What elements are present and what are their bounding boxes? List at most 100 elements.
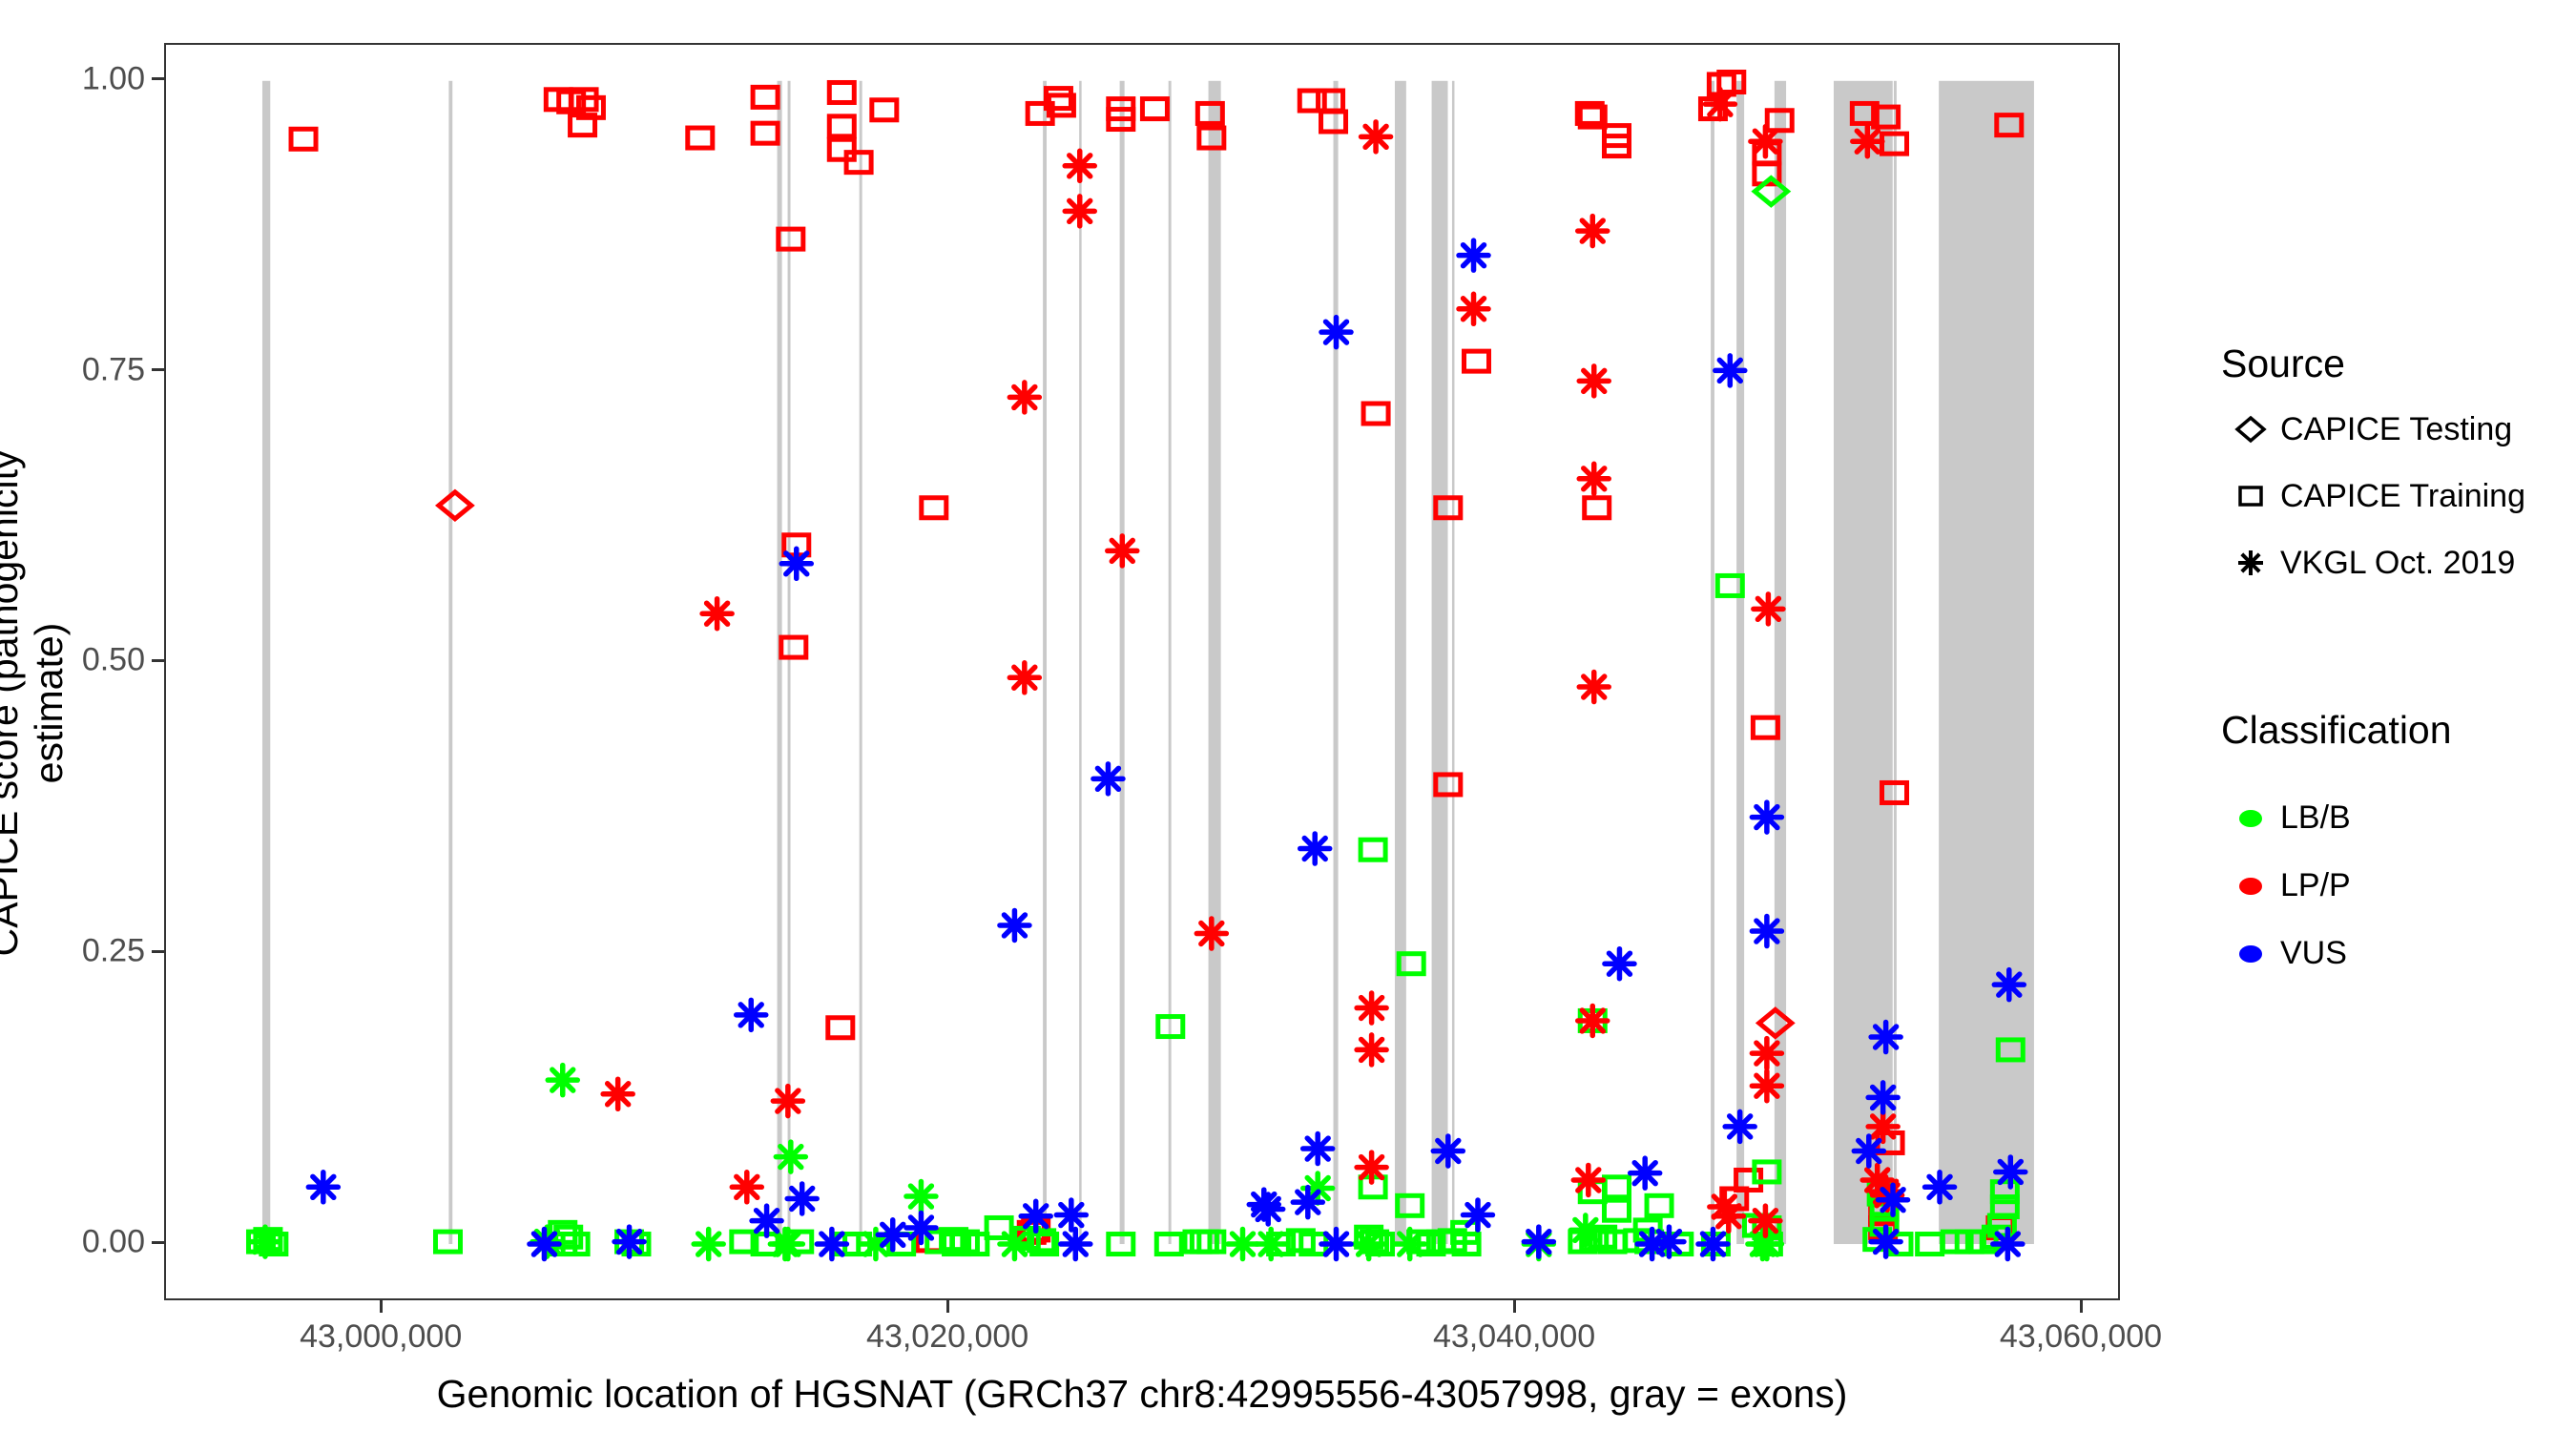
scatter-canvas xyxy=(245,70,2034,1262)
data-point-asterisk xyxy=(1319,1226,1354,1262)
data-point-asterisk xyxy=(1319,314,1354,350)
exon-band xyxy=(1893,80,1897,1245)
legend-item-classification: LB/B xyxy=(2221,784,2351,852)
plot-panel xyxy=(164,43,2120,1300)
legend: Source CAPICE Testing CAPICE Training VKGL… xyxy=(2204,0,2571,1431)
x-tick-label: 43,060,000 xyxy=(1999,1318,2163,1355)
data-point-square xyxy=(1601,134,1631,159)
data-point-asterisk xyxy=(247,1224,283,1259)
y-tick-label: 0.00 xyxy=(81,1223,145,1260)
x-tick-mark xyxy=(380,1300,384,1313)
data-point-asterisk xyxy=(1430,1133,1466,1169)
exon-band xyxy=(1119,80,1125,1245)
data-point-square xyxy=(575,94,606,120)
classification-dot xyxy=(2239,944,2262,963)
data-point-asterisk xyxy=(1253,1226,1289,1262)
data-point-asterisk xyxy=(1575,213,1610,249)
data-point-square xyxy=(1106,107,1136,133)
data-point-square xyxy=(1195,100,1225,126)
exon-band xyxy=(1711,80,1714,1245)
data-point-square xyxy=(1644,1192,1674,1218)
legend-classification-title: Classification xyxy=(2221,708,2452,752)
data-point-square xyxy=(779,634,809,660)
data-point-square xyxy=(1139,96,1170,122)
data-point-square xyxy=(750,84,780,110)
data-point-square xyxy=(869,97,900,123)
data-point-square xyxy=(1915,1232,1945,1257)
x-tick-label: 43,000,000 xyxy=(300,1318,463,1355)
data-point-square xyxy=(826,79,857,105)
data-point-asterisk xyxy=(1460,1197,1496,1233)
data-point-asterisk xyxy=(1570,1162,1607,1198)
data-point-asterisk xyxy=(1749,1068,1785,1104)
exon-band xyxy=(777,80,782,1245)
data-point-asterisk xyxy=(1194,916,1230,951)
exon-band xyxy=(1079,80,1082,1245)
data-point-square xyxy=(1106,1232,1136,1257)
legend-item-source: CAPICE Training xyxy=(2221,463,2525,529)
data-point-square xyxy=(1995,1037,2025,1063)
data-point-asterisk xyxy=(1456,238,1491,273)
data-point-square xyxy=(1714,572,1745,598)
data-point-asterisk xyxy=(1851,1133,1887,1169)
data-point-square xyxy=(1750,715,1780,740)
data-point-asterisk xyxy=(1392,1226,1427,1262)
data-point-diamond xyxy=(1755,1006,1796,1040)
data-point-asterisk xyxy=(600,1076,635,1112)
data-point-square xyxy=(1043,86,1073,112)
data-point-asterisk xyxy=(1695,1226,1731,1262)
data-point-square xyxy=(1358,837,1388,862)
legend-item-label: CAPICE Testing xyxy=(2280,410,2513,447)
data-point-asterisk xyxy=(997,907,1032,944)
legend-item-label: LB/B xyxy=(2280,799,2351,836)
square-legend-marker xyxy=(2221,474,2280,518)
data-point-asterisk xyxy=(1993,1154,2028,1190)
data-point-asterisk xyxy=(1521,1224,1557,1259)
data-point-square xyxy=(1361,401,1391,426)
data-point-asterisk xyxy=(1990,1226,2025,1262)
exon-band xyxy=(1774,80,1787,1245)
data-point-asterisk xyxy=(1991,966,2027,1003)
data-point-square xyxy=(919,495,949,521)
data-point-square xyxy=(1601,1197,1631,1223)
data-point-asterisk xyxy=(1713,353,1748,388)
data-point-asterisk xyxy=(1922,1170,1958,1205)
y-tick-mark xyxy=(152,658,164,662)
data-point-asterisk xyxy=(1091,761,1126,797)
data-point-square xyxy=(1461,348,1491,374)
data-point-asterisk xyxy=(1062,148,1097,184)
data-point-asterisk xyxy=(770,1083,806,1119)
exon-band xyxy=(1833,80,1893,1245)
data-point-square xyxy=(288,126,319,152)
data-point-square xyxy=(1577,104,1608,130)
data-point-asterisk xyxy=(1576,669,1611,705)
data-point-diamond xyxy=(434,488,475,523)
data-point-square xyxy=(1582,495,1612,521)
data-point-asterisk xyxy=(1297,831,1333,866)
data-point-asterisk xyxy=(1748,123,1783,159)
data-point-square xyxy=(1396,951,1426,977)
data-point-asterisk xyxy=(784,1181,820,1216)
legend-item-label: VUS xyxy=(2280,935,2347,971)
y-tick-mark xyxy=(152,949,164,953)
data-point-asterisk xyxy=(1007,380,1043,415)
data-point-square xyxy=(729,1229,759,1255)
data-point-asterisk xyxy=(545,1062,581,1098)
diamond-icon xyxy=(2234,415,2267,444)
data-point-square xyxy=(843,150,874,176)
diamond-legend-marker xyxy=(2221,407,2280,451)
data-point-asterisk xyxy=(1711,1198,1747,1234)
exon-band xyxy=(261,80,271,1245)
data-point-asterisk xyxy=(814,1226,850,1262)
data-point-square xyxy=(1433,772,1464,798)
y-axis-title: CAPICE score (pathogenicity estimate) xyxy=(0,449,71,957)
data-point-asterisk xyxy=(904,1210,939,1246)
legend-classification-items: LB/B LP/P VUS xyxy=(2221,784,2351,987)
data-point-asterisk xyxy=(1749,1035,1785,1071)
data-point-square xyxy=(685,125,716,151)
y-tick-mark xyxy=(152,1240,164,1244)
data-point-square xyxy=(960,1232,990,1257)
data-point-square xyxy=(553,1224,584,1250)
data-point-asterisk xyxy=(1351,1226,1386,1262)
